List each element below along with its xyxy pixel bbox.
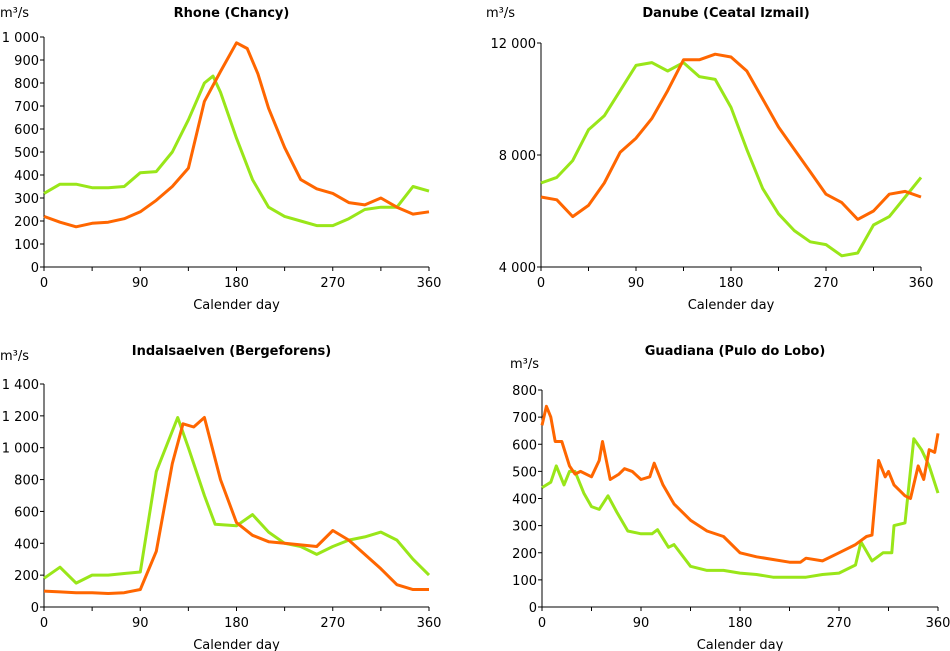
x-axis-label: Calender day: [193, 298, 280, 313]
y-tick-label: 100: [512, 574, 537, 589]
y-tick-label: 0: [529, 601, 537, 616]
y-tick-label: 1 000: [2, 31, 39, 46]
y-tick-label: 200: [512, 547, 537, 562]
x-tick-label: 0: [537, 276, 545, 291]
y-axis-unit: m³/s: [510, 357, 539, 372]
x-tick-label: 360: [926, 616, 950, 631]
y-tick-label: 8 000: [499, 149, 536, 164]
y-axis-unit: m³/s: [486, 6, 515, 21]
x-tick-label: 360: [417, 276, 442, 291]
y-tick-label: 200: [14, 569, 39, 584]
y-tick-label: 1 000: [2, 442, 39, 457]
y-tick-label: 700: [512, 411, 537, 426]
y-tick-label: 600: [14, 123, 39, 138]
y-tick-label: 400: [512, 493, 537, 508]
y-tick-label: 1 400: [2, 378, 39, 393]
x-tick-label: 0: [40, 616, 48, 631]
y-axis-unit: m³/s: [0, 6, 29, 21]
y-tick-label: 700: [14, 100, 39, 115]
x-axis-label: Calender day: [697, 638, 784, 651]
x-tick-label: 270: [320, 616, 345, 631]
x-tick-label: 90: [132, 616, 149, 631]
y-tick-label: 500: [14, 146, 39, 161]
x-tick-label: 270: [814, 276, 839, 291]
series-line-green: [540, 61, 923, 258]
x-axis-label: Calender day: [193, 638, 280, 651]
y-tick-label: 0: [31, 261, 39, 276]
y-tick-label: 1 200: [2, 410, 39, 425]
y-tick-label: 600: [14, 505, 39, 520]
series-line-orange: [540, 404, 940, 564]
y-axis-unit: m³/s: [0, 349, 29, 364]
y-tick-label: 800: [14, 77, 39, 92]
y-tick-label: 400: [14, 537, 39, 552]
x-tick-label: 180: [719, 276, 744, 291]
x-tick-label: 180: [728, 616, 753, 631]
x-tick-label: 180: [224, 616, 249, 631]
x-tick-label: 360: [417, 616, 442, 631]
y-tick-label: 600: [512, 438, 537, 453]
chart-title: Rhone (Chancy): [174, 6, 290, 21]
x-axis-label: Calender day: [688, 298, 775, 313]
x-tick-label: 180: [224, 276, 249, 291]
series-line-orange: [540, 52, 922, 221]
series-line-green: [43, 74, 430, 228]
y-tick-label: 800: [512, 384, 537, 399]
y-tick-label: 200: [14, 215, 39, 230]
x-tick-label: 90: [132, 276, 149, 291]
x-tick-label: 270: [320, 276, 345, 291]
x-tick-label: 0: [40, 276, 48, 291]
y-tick-label: 4 000: [499, 261, 536, 276]
x-tick-label: 360: [909, 276, 934, 291]
y-tick-label: 300: [14, 192, 39, 207]
chart-title: Indalsaelven (Bergeforens): [132, 344, 331, 359]
y-tick-label: 900: [14, 54, 39, 69]
series-line-green: [43, 416, 431, 585]
y-tick-label: 12 000: [491, 37, 537, 52]
series-line-orange: [43, 416, 429, 595]
chart-title: Danube (Ceatal Izmail): [642, 6, 809, 21]
y-tick-label: 500: [512, 465, 537, 480]
y-tick-label: 800: [14, 474, 39, 489]
y-tick-label: 400: [14, 169, 39, 184]
series-line-orange: [43, 41, 430, 229]
y-tick-label: 300: [512, 520, 537, 535]
x-tick-label: 270: [827, 616, 852, 631]
x-tick-label: 90: [633, 616, 650, 631]
chart-title: Guadiana (Pulo do Lobo): [645, 344, 826, 359]
y-tick-label: 100: [14, 238, 39, 253]
x-tick-label: 90: [628, 276, 645, 291]
series-line-green: [541, 437, 940, 579]
y-tick-label: 0: [31, 601, 39, 616]
x-tick-label: 0: [538, 616, 546, 631]
